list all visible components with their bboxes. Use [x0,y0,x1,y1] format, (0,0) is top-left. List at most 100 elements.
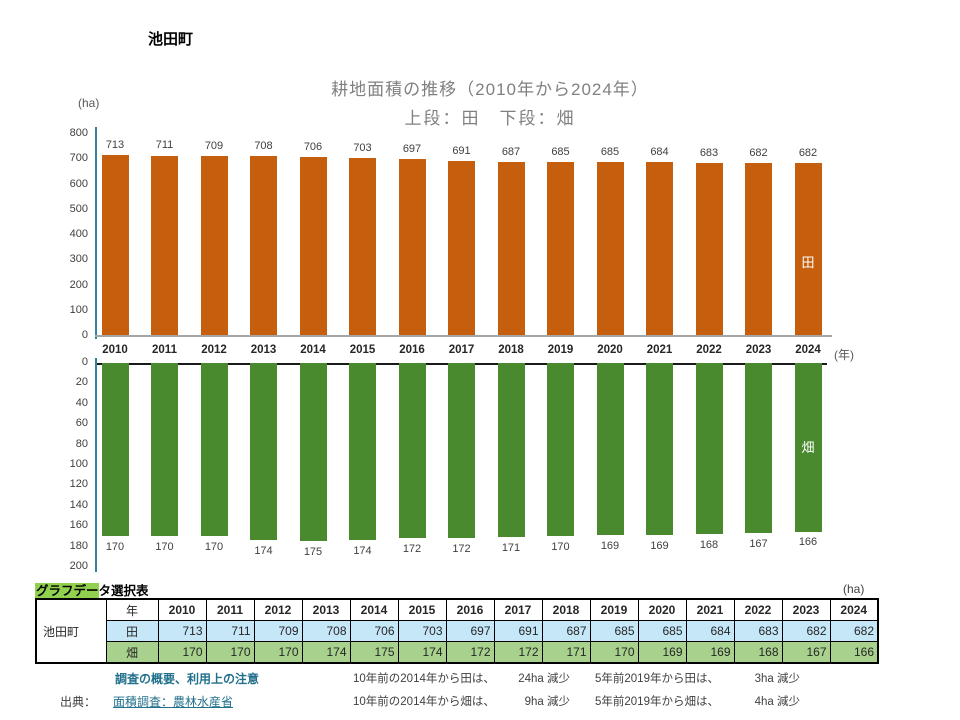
table-cell-畑-2010[interactable]: 170 [157,641,207,664]
field-bar-2014 [299,363,327,541]
data-table[interactable]: 池田町年 2010 2011 2012 2013 2014 2015 2016 2017 2018… [35,598,879,664]
table-header-2019[interactable]: 2019 [589,598,639,621]
y-axis-tick: 120 [69,478,88,491]
table-header-2015[interactable]: 2015 [397,598,447,621]
bar-column-2017: 691 [438,133,486,335]
y-axis-tick: 200 [69,559,88,572]
table-cell-田-2022[interactable]: 683 [733,620,783,642]
table-header-2016[interactable]: 2016 [445,598,495,621]
table-cell-田-2012[interactable]: 709 [253,620,303,642]
bar-value-label: 713 [105,138,125,151]
table-cell-畑-2023[interactable]: 167 [781,641,831,664]
table-cell-畑-2018[interactable]: 171 [541,641,591,664]
x-axis-year-2015: 2015 [349,344,376,356]
table-header-2012[interactable]: 2012 [253,598,303,621]
x-axis-year-2022: 2022 [696,344,722,356]
y-axis-tick: 500 [69,202,88,215]
table-cell-田-2011[interactable]: 711 [205,620,255,642]
y-axis-tick: 0 [81,329,88,341]
table-row-field: 畑 170 170 170 174 175 174 172 172 171 170 169 169 168… [36,641,879,664]
bar-value-label: 709 [204,139,224,152]
y-axis-tick: 300 [69,253,88,266]
x-axis-year-2024: 2024 [795,344,821,356]
table-header-2013[interactable]: 2013 [301,598,351,621]
bar-value-label: 691 [452,144,471,157]
table-header-2021[interactable]: 2021 [685,598,735,621]
table-header-2014[interactable]: 2014 [349,598,399,621]
x-axis-year-2012: 2012 [201,344,227,356]
field-bar-2017 [448,363,475,538]
comparison-5yr-paddy-value: 3ha 減少 [754,673,800,685]
table-header-2024[interactable]: 2024 [829,598,879,621]
chart-title: 耕地面積の推移（2010年から2024年） [331,80,649,99]
paddy-bar-2010 [101,155,129,335]
series-label-field: 畑 [801,440,815,456]
y-axis-tick: 140 [69,498,88,511]
bar-value-label: 685 [551,146,570,159]
bar-column-2010: 170 [91,363,139,566]
table-cell-畑-2024[interactable]: 166 [829,641,879,664]
bar-column-2015: 703 [339,133,387,335]
paddy-y-axis: 800 700 600 500 400 300 200 100 0 [38,126,88,342]
bar-column-2020: 169 [586,363,634,566]
table-row-label: 田 [105,620,159,642]
field-bar-chart: 170 170 170 174 175 174 172 172 171 170 169 169 168 1… [97,363,830,566]
table-header-2020[interactable]: 2020 [637,598,687,621]
bar-value-label: 174 [254,544,273,557]
table-cell-畑-2016[interactable]: 172 [445,641,495,664]
table-cell-畑-2012[interactable]: 170 [253,641,303,664]
table-cell-田-2019[interactable]: 685 [589,620,639,642]
table-cell-田-2010[interactable]: 713 [157,620,207,642]
table-cell-畑-2020[interactable]: 169 [637,641,687,664]
bar-value-label: 682 [798,146,818,159]
table-cell-田-2014[interactable]: 706 [349,620,399,642]
unit-label-ha: (ha) [78,96,100,110]
table-cell-田-2020[interactable]: 685 [637,620,687,642]
table-cell-田-2015[interactable]: 703 [397,620,447,642]
bar-column-2018: 687 [487,133,535,335]
source-prefix-label: 出典： [60,695,97,709]
table-year-header: 年 [105,598,159,621]
bar-value-label: 703 [353,141,372,154]
source-link[interactable]: 面積調査：農林水産省 [113,695,234,709]
bar-value-label: 684 [650,146,669,159]
table-cell-畑-2021[interactable]: 169 [685,641,735,664]
table-cell-畑-2014[interactable]: 175 [349,641,399,664]
x-axis-year-2016: 2016 [399,344,425,356]
field-bar-2013 [250,363,277,540]
table-cell-畑-2022[interactable]: 168 [733,641,783,664]
table-cell-田-2024[interactable]: 682 [829,620,879,642]
table-cell-畑-2017[interactable]: 172 [493,641,543,664]
table-header-2011[interactable]: 2011 [205,598,255,621]
bar-value-label: 171 [501,541,521,554]
table-cell-田-2023[interactable]: 682 [781,620,831,642]
table-header-2018[interactable]: 2018 [541,598,591,621]
table-cell-畑-2011[interactable]: 170 [205,641,255,664]
table-header-2022[interactable]: 2022 [733,598,783,621]
table-cell-畑-2015[interactable]: 174 [397,641,447,664]
comparison-10yr-field-label: 10年前の2014年から畑は、 [353,696,495,708]
table-header-2023[interactable]: 2023 [781,598,831,621]
field-bar-2015 [349,363,376,540]
bar-column-2015: 174 [339,363,387,566]
survey-notes-link[interactable]: 調査の概要、利用上の注意 [115,672,260,686]
bar-value-label: 708 [254,140,273,153]
paddy-bar-2015 [349,157,376,335]
y-axis-tick: 800 [69,127,88,139]
table-header-2010[interactable]: 2010 [157,598,207,621]
table-cell-田-2013[interactable]: 708 [301,620,351,642]
table-header-2017[interactable]: 2017 [493,598,543,621]
table-cell-田-2017[interactable]: 691 [493,620,543,642]
table-cell-畑-2019[interactable]: 170 [589,641,639,664]
table-cell-田-2016[interactable]: 697 [445,620,495,642]
bar-column-2013: 708 [240,133,288,335]
bar-column-2017: 172 [438,363,486,566]
field-bar-2010 [101,363,129,536]
x-axis-year-2018: 2018 [498,344,524,356]
table-cell-畑-2013[interactable]: 174 [301,641,351,664]
bar-column-2016: 697 [388,133,436,335]
table-cell-田-2018[interactable]: 687 [541,620,591,642]
field-bar-2022 [695,363,723,534]
table-cell-田-2021[interactable]: 684 [685,620,735,642]
